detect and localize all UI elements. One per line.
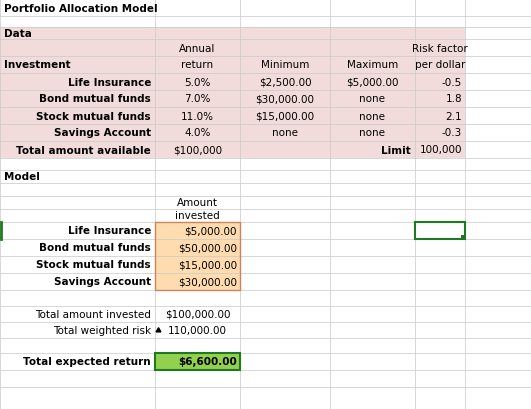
Text: Data: Data (4, 29, 32, 39)
Bar (155, 273, 240, 290)
Text: $100,000.00: $100,000.00 (165, 309, 230, 319)
Text: Annual: Annual (179, 43, 216, 53)
Text: Total expected return: Total expected return (23, 357, 151, 366)
Text: Maximum: Maximum (347, 61, 398, 70)
Text: $100,000: $100,000 (173, 145, 222, 155)
Bar (0, 28, 465, 159)
Text: $15,000.00: $15,000.00 (178, 260, 237, 270)
Text: Savings Account: Savings Account (54, 128, 151, 138)
Text: -0.3: -0.3 (442, 128, 462, 138)
Text: Limit: Limit (381, 145, 411, 155)
Text: 1.8: 1.8 (446, 94, 462, 104)
Text: $30,000.00: $30,000.00 (178, 277, 237, 287)
Text: none: none (359, 111, 386, 121)
Text: return: return (182, 61, 213, 70)
Bar (155, 256, 240, 273)
Text: none: none (359, 94, 386, 104)
Text: Bond mutual funds: Bond mutual funds (39, 243, 151, 253)
Text: Model: Model (4, 172, 40, 182)
Text: -0.5: -0.5 (442, 77, 462, 87)
Text: per dollar: per dollar (415, 61, 465, 70)
Text: 2.1: 2.1 (446, 111, 462, 121)
Text: $15,000.00: $15,000.00 (255, 111, 314, 121)
Text: $2,500.00: $2,500.00 (259, 77, 311, 87)
Text: Total amount invested: Total amount invested (35, 309, 151, 319)
Text: $5,000.00: $5,000.00 (346, 77, 399, 87)
Bar (415, 222, 465, 239)
Text: $50,000.00: $50,000.00 (178, 243, 237, 253)
Bar (155, 353, 240, 370)
Bar (155, 222, 240, 239)
Text: $30,000.00: $30,000.00 (255, 94, 314, 104)
Text: none: none (359, 128, 386, 138)
Text: Minimum: Minimum (261, 61, 309, 70)
Text: Life Insurance: Life Insurance (67, 226, 151, 236)
Text: none: none (272, 128, 298, 138)
Text: 100,000: 100,000 (419, 145, 462, 155)
Text: $5,000.00: $5,000.00 (184, 226, 237, 236)
Text: invested: invested (175, 211, 220, 221)
Text: 7.0%: 7.0% (184, 94, 211, 104)
Text: Bond mutual funds: Bond mutual funds (39, 94, 151, 104)
Text: 5.0%: 5.0% (184, 77, 211, 87)
Text: 4.0%: 4.0% (184, 128, 211, 138)
Text: Amount: Amount (177, 198, 218, 208)
Text: Stock mutual funds: Stock mutual funds (37, 260, 151, 270)
Text: Total weighted risk: Total weighted risk (53, 325, 151, 335)
Text: Portfolio Allocation Model: Portfolio Allocation Model (4, 4, 158, 13)
Bar (155, 239, 240, 256)
Bar (155, 353, 240, 370)
Text: Stock mutual funds: Stock mutual funds (37, 111, 151, 121)
Text: 110,000.00: 110,000.00 (168, 325, 227, 335)
Text: 11.0%: 11.0% (181, 111, 214, 121)
Text: Savings Account: Savings Account (54, 277, 151, 287)
Text: Total amount available: Total amount available (16, 145, 151, 155)
Text: Life Insurance: Life Insurance (67, 77, 151, 87)
Bar (155, 222, 240, 290)
Text: Investment: Investment (4, 61, 71, 70)
Text: $6,600.00: $6,600.00 (178, 357, 237, 366)
Text: Risk factor: Risk factor (412, 43, 468, 53)
Bar (461, 236, 466, 240)
